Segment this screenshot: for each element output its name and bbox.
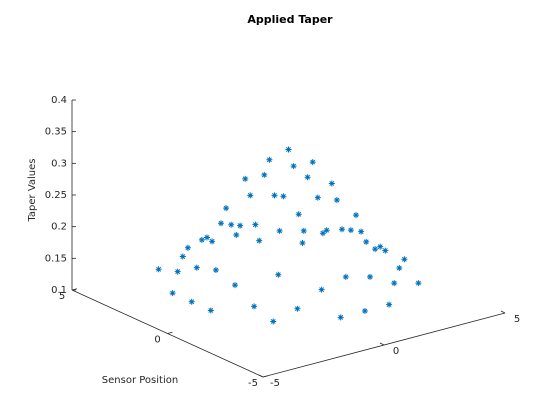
point [275,271,282,278]
point [347,227,354,234]
point [270,318,277,325]
point [251,303,258,310]
point [309,159,316,166]
point [337,314,344,321]
point [266,156,273,163]
point [372,246,379,253]
y-tick [167,331,173,334]
point [323,227,330,234]
point [198,236,205,243]
z-tick-label: 0.15 [45,253,67,264]
point [155,266,162,273]
point [333,197,340,204]
point [247,192,254,199]
point [304,174,311,181]
point [256,237,263,244]
point [319,230,326,237]
chart-title: Applied Taper [247,13,333,26]
point [290,163,297,170]
point [285,146,292,153]
point [228,221,235,228]
z-tick-label: 0.25 [45,190,67,201]
point [232,282,238,289]
point [223,205,230,212]
point [233,231,240,238]
point [299,239,306,246]
point [294,305,301,312]
point [242,175,249,182]
point [212,267,219,274]
point [204,234,210,241]
point [271,192,278,199]
point [361,307,368,314]
x-tick-label: -5 [270,378,280,389]
point [237,222,244,229]
z-tick-label: 0.1 [51,285,67,296]
point [386,301,393,308]
point [415,280,422,287]
z-axis-label: Taper Values [27,158,38,222]
point [300,227,307,234]
y-tick [262,375,269,378]
point [314,194,321,201]
point [339,226,345,233]
y-tick-label: -5 [248,378,258,389]
point [367,273,373,280]
z-tick-label: 0.4 [51,95,67,106]
x-tick [379,342,385,346]
x-tick [500,310,506,314]
point [188,298,195,305]
point [218,220,224,227]
point [193,264,200,271]
point [377,243,384,250]
z-tick-label: 0.3 [51,158,67,169]
point [391,280,398,287]
y-tick-label: 0 [154,335,160,346]
z-tick-label: 0.2 [51,222,67,233]
x-tick [258,374,264,378]
point [184,244,191,251]
point [169,290,176,297]
point [295,211,302,218]
x-tick-label: 5 [514,314,520,325]
y-tick-label: 5 [59,291,65,302]
point [280,193,287,200]
point [174,268,181,275]
y-axis-label: Sensor Position [102,375,178,386]
point [396,265,403,272]
point [401,256,408,263]
point [342,273,349,280]
z-tick-label: 0.35 [45,127,67,138]
point [207,307,214,314]
point [382,247,389,254]
point [358,228,365,235]
point [209,238,216,245]
point [179,253,186,260]
point [261,171,268,178]
axis-line [71,100,506,378]
point [363,238,370,245]
point [252,221,259,228]
y-tick [71,288,78,291]
point [276,227,283,234]
point [353,212,359,219]
point [328,180,335,187]
x-tick-label: 0 [393,346,399,357]
point [318,286,325,293]
